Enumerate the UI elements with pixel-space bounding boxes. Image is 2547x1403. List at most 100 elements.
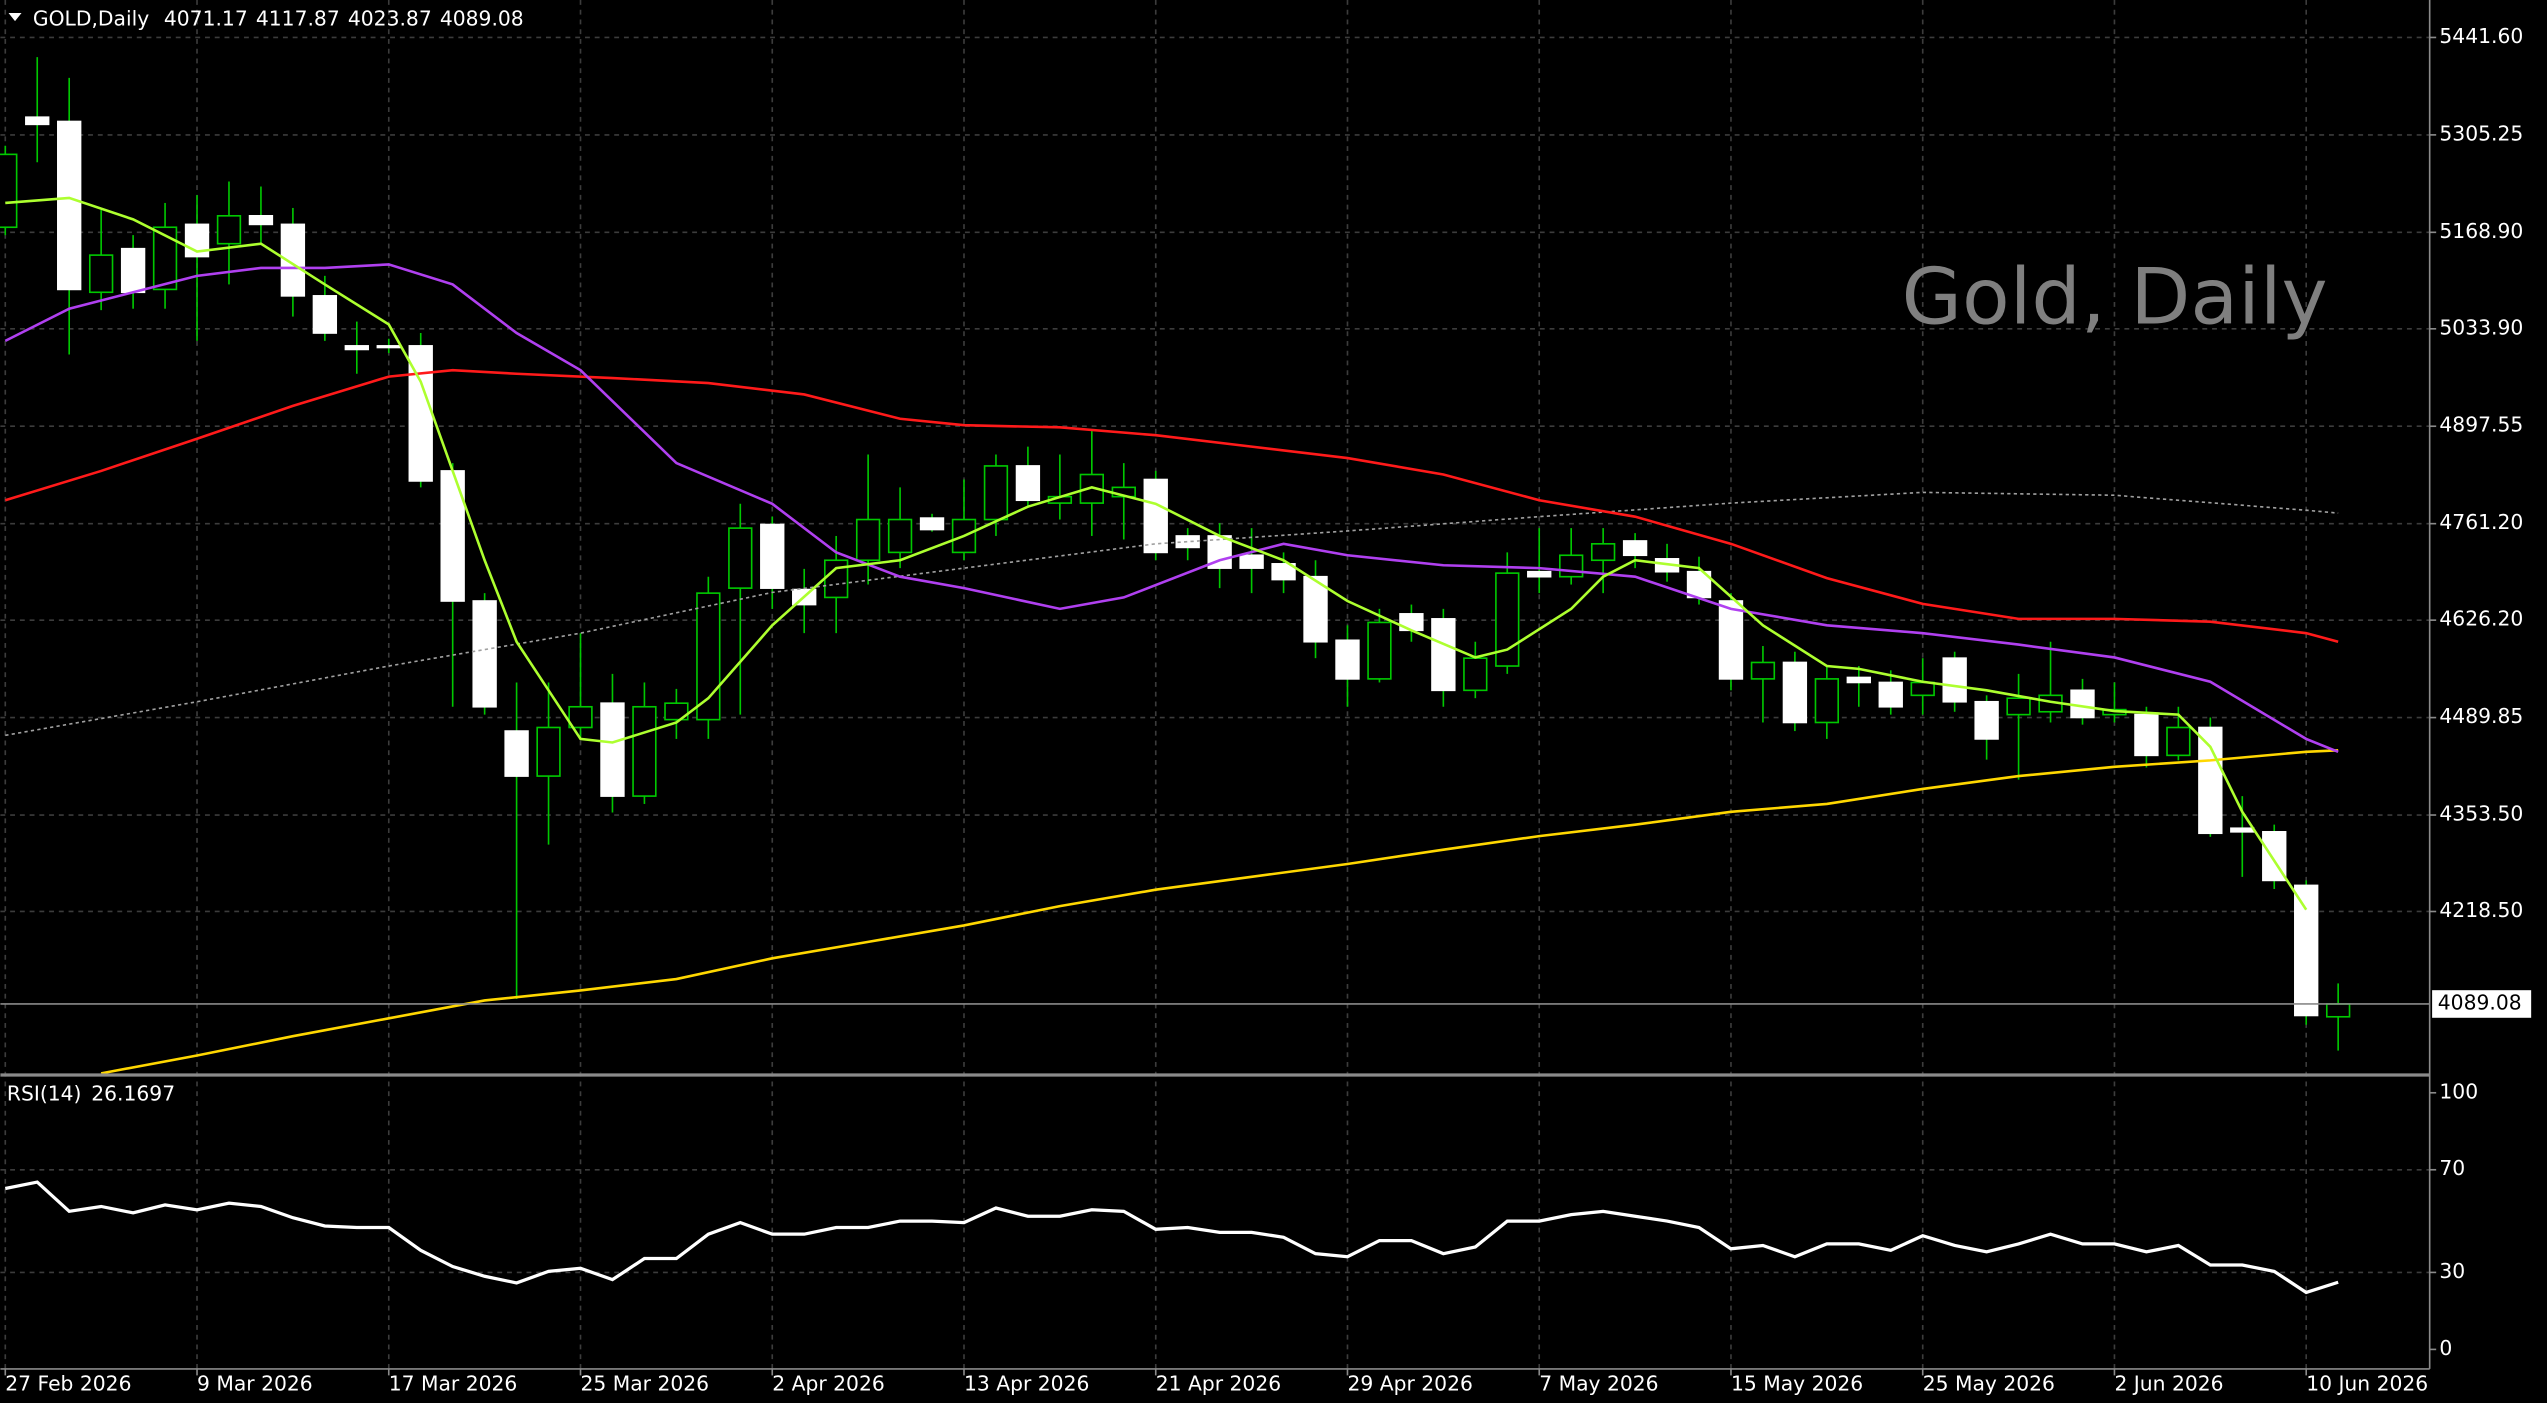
- candle-body: [2198, 726, 2223, 835]
- moving-average-line: [5, 196, 2308, 911]
- candle-body: [1079, 473, 1105, 504]
- candle-body: [2134, 713, 2159, 757]
- candle-body: [1718, 600, 1744, 680]
- candle-body: [728, 527, 753, 589]
- x-tick-label: 13 Apr 2026: [964, 1372, 1089, 1396]
- y-tick-label: 5168.90: [2439, 219, 2523, 243]
- candle-body: [25, 116, 50, 126]
- candle-body: [696, 592, 721, 721]
- candle-body: [1814, 678, 1840, 724]
- candle-body: [1782, 661, 1808, 724]
- x-tick-label: 25 May 2026: [1923, 1372, 2055, 1396]
- candle-body: [1910, 681, 1935, 697]
- candle-body: [280, 223, 306, 297]
- candle-body: [1846, 676, 1871, 684]
- rsi-tick-label: 70: [2439, 1156, 2465, 1180]
- candle-body: [216, 215, 242, 245]
- menu-triangle[interactable]: [8, 12, 22, 22]
- current-price-label: 4089.08: [2438, 990, 2522, 1014]
- candle-body: [1878, 681, 1903, 708]
- x-tick-label: 7 May 2026: [1539, 1372, 1658, 1396]
- candle-body: [120, 247, 146, 294]
- y-tick-label: 4897.55: [2439, 413, 2523, 437]
- x-tick-label: 21 Apr 2026: [1156, 1372, 1281, 1396]
- symbol-title: GOLD,Daily: [33, 6, 149, 30]
- header-high: 4117.87: [256, 6, 340, 30]
- rsi-tick-label: 100: [2439, 1079, 2478, 1103]
- x-tick-label: 25 Mar 2026: [581, 1372, 710, 1396]
- y-tick-label: 4218.50: [2439, 898, 2523, 922]
- header-open: 4071.17: [164, 6, 248, 30]
- candle-body: [2325, 1003, 2351, 1018]
- y-tick-label: 4761.20: [2439, 510, 2523, 534]
- candle-body: [1463, 657, 1488, 692]
- candle-body: [0, 153, 18, 229]
- candle-body: [2166, 726, 2191, 757]
- y-tick-label: 5305.25: [2439, 121, 2523, 145]
- candle-body: [1974, 700, 1999, 740]
- candle-body: [1143, 478, 1168, 554]
- candle-body: [1495, 572, 1520, 667]
- candle-body: [152, 226, 178, 291]
- y-tick-label: 5441.60: [2439, 24, 2523, 48]
- candle-body: [855, 518, 881, 562]
- y-tick-label: 5033.90: [2439, 315, 2523, 339]
- candle-body: [760, 523, 785, 589]
- current-price-box: [2430, 988, 2533, 1020]
- rsi-header: RSI(14) 26.1697: [7, 1081, 175, 1105]
- candle-body: [88, 254, 114, 294]
- moving-average-line: [5, 491, 2339, 737]
- candle-body: [312, 295, 338, 334]
- header: GOLD,Daily 4071.17 4117.87 4023.87 4089.08: [33, 6, 524, 30]
- candle-body: [600, 702, 625, 797]
- candle-body: [568, 705, 593, 729]
- x-tick-label: 15 May 2026: [1731, 1372, 1863, 1396]
- candle-body: [2070, 689, 2095, 719]
- candle-body: [248, 215, 274, 226]
- candle-body: [536, 726, 561, 777]
- candle-body: [1335, 639, 1360, 680]
- candle-body: [887, 518, 913, 554]
- candle-body: [919, 517, 945, 531]
- candle-body: [1942, 657, 1967, 703]
- x-tick-label: 2 Jun 2026: [2114, 1372, 2223, 1396]
- x-tick-label: 17 Mar 2026: [389, 1372, 518, 1396]
- candle-body: [1271, 563, 1296, 581]
- candle-body: [1750, 661, 1776, 680]
- y-tick-label: 4626.20: [2439, 607, 2523, 631]
- plot: [0, 57, 2430, 1295]
- candle-body: [1367, 621, 1392, 680]
- header-close: 4089.08: [440, 6, 524, 30]
- x-tick-label: 2 Apr 2026: [772, 1372, 885, 1396]
- candle-body: [2006, 697, 2031, 716]
- candle-body: [632, 705, 657, 797]
- x-tick-label: 29 Apr 2026: [1347, 1372, 1472, 1396]
- y-tick-label: 4489.85: [2439, 704, 2523, 728]
- candle-body: [664, 702, 689, 721]
- moving-average-line: [4, 368, 2339, 643]
- y-tick-label: 4353.50: [2439, 802, 2523, 826]
- candle-body: [2230, 827, 2255, 833]
- watermark: Gold, Daily: [1902, 253, 2328, 343]
- rsi-line: [4, 1180, 2339, 1295]
- candle-body: [1303, 575, 1328, 643]
- candle-body: [472, 600, 497, 708]
- candle-body: [1622, 540, 1648, 557]
- candle-body: [376, 345, 401, 349]
- candle-body: [983, 465, 1009, 521]
- x-tick-label: 9 Mar 2026: [197, 1372, 313, 1396]
- moving-average-line: [100, 749, 2339, 1075]
- rsi-current: 26.1697: [91, 1081, 175, 1105]
- candle-body: [57, 120, 82, 291]
- candle-body: [1527, 570, 1552, 578]
- candle-body: [344, 345, 369, 351]
- rsi-label: RSI(14): [7, 1081, 82, 1105]
- x-tick-label: 27 Feb 2026: [5, 1372, 131, 1396]
- header-low: 4023.87: [348, 6, 432, 30]
- grid: [0, 0, 2430, 1369]
- rsi-tick-label: 30: [2439, 1259, 2465, 1283]
- candle-body: [1431, 618, 1456, 692]
